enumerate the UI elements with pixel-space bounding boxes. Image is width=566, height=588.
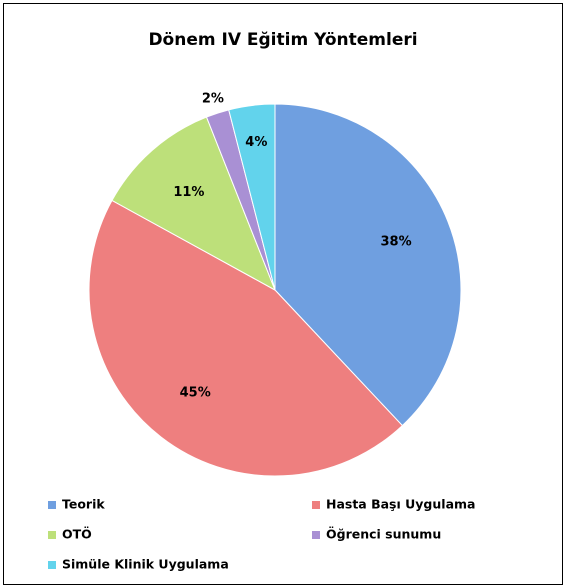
legend-label: Simüle Klinik Uygulama — [62, 557, 229, 572]
legend-swatch — [312, 531, 320, 539]
pie-slice — [228, 103, 276, 291]
data-label: 4% — [245, 135, 267, 150]
legend-label: Teorik — [62, 497, 105, 512]
legend-swatch — [48, 531, 56, 539]
legend-label: Öğrenci sunumu — [326, 527, 441, 542]
data-label: 2% — [202, 91, 224, 106]
legend-label: OTÖ — [62, 527, 92, 542]
chart-title: Dönem IV Eğitim Yöntemleri — [148, 30, 417, 50]
pie-slice — [111, 116, 276, 292]
legend-swatch — [312, 501, 320, 509]
pie-slice — [88, 199, 404, 477]
legend-swatch — [48, 501, 56, 509]
data-label: 11% — [173, 185, 204, 200]
legend-label: Hasta Başı Uygulama — [326, 497, 475, 512]
data-label: 45% — [180, 385, 211, 400]
legend-swatch — [48, 561, 56, 569]
pie-slice — [274, 103, 462, 427]
data-label: 38% — [380, 235, 411, 250]
